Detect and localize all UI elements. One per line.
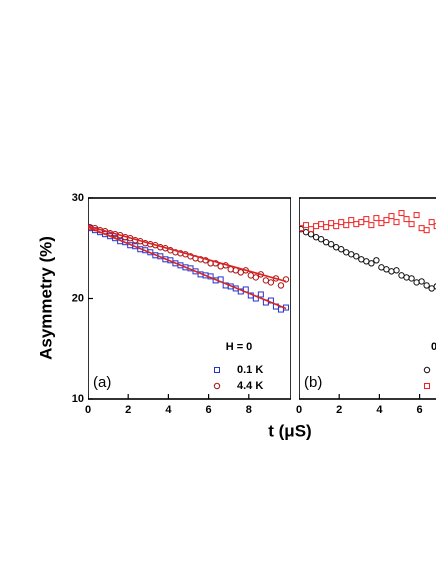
marker (383, 217, 390, 224)
marker (318, 221, 325, 228)
marker (313, 223, 320, 230)
annotation: 0 (431, 341, 436, 353)
y-tick-label: 10 (72, 393, 84, 405)
x-tick-label: 6 (206, 404, 212, 416)
marker (428, 219, 435, 226)
marker (423, 227, 430, 234)
marker (408, 221, 415, 228)
marker (413, 279, 420, 286)
marker (353, 221, 360, 228)
marker (368, 222, 375, 229)
panel-label: (b) (304, 374, 322, 391)
marker (433, 223, 436, 230)
marker (333, 223, 340, 230)
marker (418, 225, 425, 232)
panel (88, 197, 291, 400)
marker (338, 246, 345, 253)
marker (343, 222, 350, 229)
panel-label: (a) (93, 374, 111, 391)
y-tick-label: 20 (72, 292, 84, 304)
x-tick-label: 2 (125, 404, 131, 416)
marker (348, 217, 355, 224)
marker (328, 220, 335, 227)
x-tick-label: 2 (336, 404, 342, 416)
marker (413, 212, 420, 219)
panel (299, 197, 436, 400)
legend-marker (423, 366, 431, 374)
marker (388, 268, 395, 275)
marker (257, 291, 264, 298)
y-tick-label: 30 (72, 192, 84, 204)
x-tick-label: 0 (296, 404, 302, 416)
marker (303, 222, 310, 229)
marker (418, 278, 425, 285)
marker (317, 236, 325, 243)
legend-label: 4.4 K (237, 380, 263, 392)
legend-marker (424, 383, 430, 389)
marker (267, 279, 275, 286)
marker (393, 219, 400, 226)
x-tick-label: 0 (85, 404, 91, 416)
marker (368, 260, 375, 267)
marker (192, 268, 199, 275)
x-tick-label: 4 (165, 404, 172, 416)
marker (323, 224, 330, 231)
legend-marker (213, 382, 221, 390)
legend-marker (214, 367, 220, 373)
annotation: H = 0 (226, 341, 253, 353)
marker (327, 241, 335, 248)
marker (112, 235, 119, 242)
marker (378, 220, 385, 227)
x-tick-label: 4 (376, 404, 383, 416)
frame (88, 197, 291, 400)
marker (433, 283, 436, 290)
marker (373, 257, 380, 264)
marker (373, 215, 380, 222)
marker (338, 219, 345, 226)
marker (353, 253, 360, 260)
marker (282, 276, 290, 283)
fit-line (88, 226, 287, 310)
x-tick-label: 8 (246, 404, 252, 416)
y-axis-label: Asymmetry (%) (36, 236, 55, 360)
marker (403, 274, 410, 281)
marker (363, 216, 370, 223)
marker (299, 225, 305, 232)
fit-line (88, 225, 287, 283)
marker (408, 275, 415, 282)
marker (393, 267, 400, 274)
marker (227, 266, 234, 273)
marker (308, 226, 315, 233)
marker (423, 282, 430, 289)
marker (277, 282, 285, 289)
frame (299, 197, 436, 400)
legend-label: 0.1 K (237, 364, 263, 376)
marker (403, 216, 410, 223)
x-axis-label: t (μS) (268, 421, 311, 440)
marker (252, 274, 260, 281)
marker (398, 210, 405, 217)
x-tick-label: 6 (417, 404, 423, 416)
marker (307, 230, 315, 238)
marker (388, 213, 395, 220)
marker (358, 219, 365, 226)
